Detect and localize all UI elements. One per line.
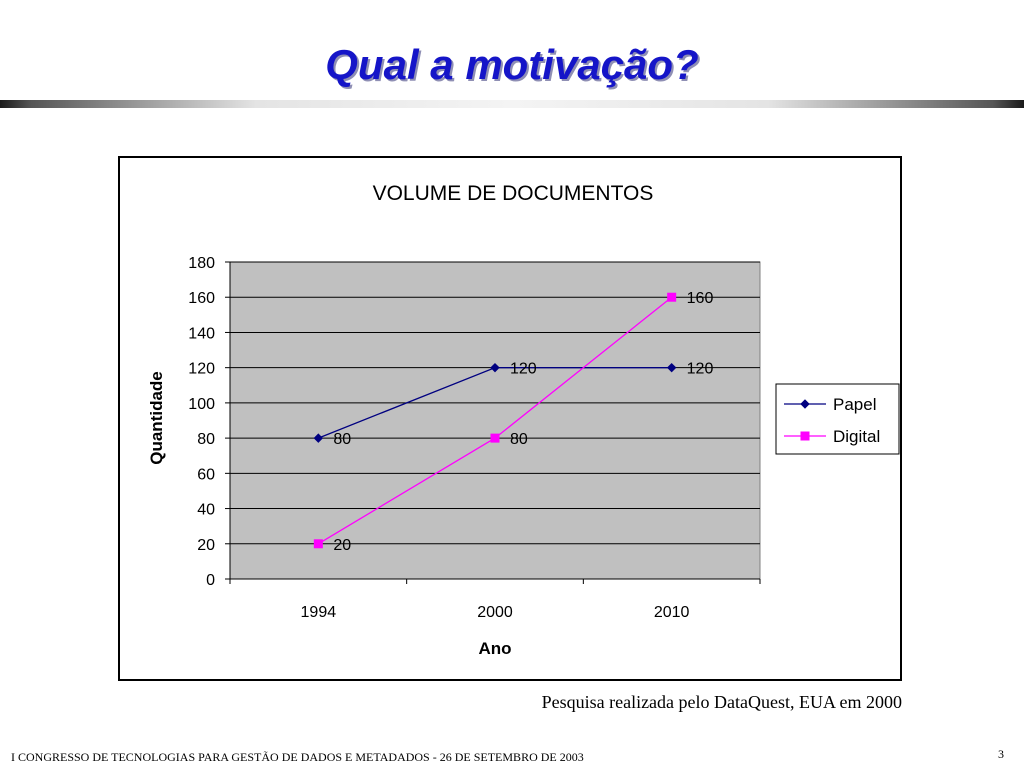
y-tick-label: 160: [188, 290, 215, 307]
y-tick-label: 20: [197, 537, 215, 554]
title-divider: [0, 100, 1024, 108]
y-tick-label: 120: [188, 361, 215, 378]
y-tick-label: 140: [188, 325, 215, 342]
plot-area: [229, 261, 761, 580]
y-axis-label: Quantidade: [147, 371, 166, 465]
data-point: [490, 362, 500, 373]
data-point: [667, 292, 677, 302]
legend-entry: Papel: [833, 395, 876, 414]
volume-chart: VOLUME DE DOCUMENTOS 0 20 40 60 80 100 120 140 1…: [147, 182, 900, 658]
data-label: 120: [687, 361, 714, 378]
x-tick-label: 2000: [477, 604, 513, 621]
y-tick-label: 80: [197, 431, 215, 448]
chart-frame: VOLUME DE DOCUMENTOS 0 20 40 60 80 100 120 140 1…: [118, 156, 902, 681]
x-tick-label: 2010: [654, 604, 690, 621]
data-point: [490, 433, 500, 443]
slide-title: Qual a motivação?: [325, 41, 699, 88]
y-tick-label: 100: [188, 396, 215, 413]
y-tick-label: 40: [197, 502, 215, 519]
data-label: 160: [687, 290, 714, 307]
x-tick-label: 1994: [301, 604, 337, 621]
y-tick-label: 60: [197, 466, 215, 483]
legend-marker: [800, 399, 810, 409]
legend-box: [775, 383, 900, 455]
chart-title: VOLUME DE DOCUMENTOS: [373, 182, 654, 205]
data-label: 80: [510, 431, 528, 448]
source-note: Pesquisa realizada pelo DataQuest, EUA e…: [541, 692, 902, 712]
y-tick-label: 0: [206, 572, 215, 589]
legend-entry: Digital: [833, 427, 880, 446]
data-point: [666, 362, 677, 373]
chart-legend: Papel Digital: [775, 383, 900, 455]
x-axis-label: Ano: [478, 639, 511, 658]
data-point: [313, 433, 324, 443]
data-label: 120: [510, 361, 537, 378]
data-label: 20: [333, 537, 351, 554]
page-number: 3: [998, 747, 1004, 761]
y-tick-label: 180: [188, 255, 215, 272]
footer-text: I CONGRESSO DE TECNOLOGIAS PARA GESTÃO D…: [11, 750, 584, 764]
data-label: 80: [333, 431, 351, 448]
legend-marker: [800, 431, 810, 441]
data-point: [313, 539, 323, 549]
